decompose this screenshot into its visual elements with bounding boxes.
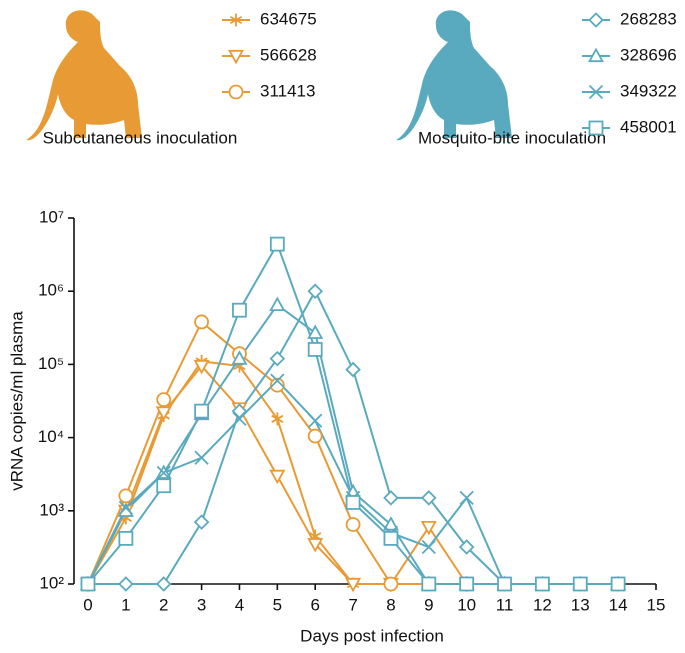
marker [345,517,361,532]
marker [80,576,96,592]
marker [194,403,210,419]
x-tick-label: 10 [457,595,476,614]
x-tick-label: 14 [609,595,628,614]
marker [269,377,285,393]
marker [345,495,361,510]
marker [156,478,172,494]
legend-label: 268283 [620,9,677,28]
monkey-icon-blue [396,10,512,141]
series-line [88,289,619,585]
marker [421,576,437,592]
x-tick-label: 8 [386,595,395,614]
x-tick-label: 12 [533,595,552,614]
x-axis-label: Days post infection [300,626,444,645]
marker [231,350,248,365]
y-axis-label: vRNA copies/ml plasma [7,311,26,491]
x-tick-label: 13 [571,595,590,614]
x-tick-label: 3 [197,595,206,614]
legend-label: 311413 [260,81,315,100]
marker [269,296,286,311]
marker [193,359,210,375]
marker [269,236,285,252]
legend-label: 458001 [620,117,677,136]
monkey-icon-orange [26,10,142,141]
marker [231,403,248,419]
x-tick-label: 11 [496,595,514,614]
marker [307,283,323,299]
marker [118,488,134,504]
marker [269,350,286,367]
marker [383,530,399,546]
x-tick-label: 2 [159,595,168,614]
marker [383,576,399,592]
y-tick-label: 10⁶ [38,281,64,300]
marker [420,520,437,536]
x-tick-label: 15 [647,595,666,614]
marker [459,576,475,592]
y-tick-label: 10⁴ [38,427,64,446]
marker [269,469,286,485]
x-tick-label: 7 [348,595,357,614]
marker [421,490,437,506]
marker [232,411,247,427]
y-tick-label: 10³ [39,500,64,519]
marker [270,373,285,388]
y-tick-label: 10⁵ [38,354,64,373]
marker [156,465,171,480]
marker [610,576,626,592]
group-title: Subcutaneous inoculation [43,128,238,147]
marker [497,576,512,592]
x-tick-label: 5 [273,595,282,614]
marker [232,302,247,318]
marker [458,539,475,555]
legend-marker [227,49,245,65]
legend-label: 566628 [260,45,317,64]
x-tick-label: 6 [310,595,319,614]
marker [118,500,134,515]
legend-label: 328696 [620,45,677,64]
marker [156,392,172,408]
marker [194,450,209,465]
x-tick-label: 0 [83,595,92,614]
legend-marker [588,84,604,100]
marker [307,324,324,339]
marker [155,406,172,421]
marker [194,314,210,330]
marker [307,428,323,444]
marker [118,576,134,592]
y-tick-label: 10² [39,573,64,592]
marker [383,490,399,506]
marker [193,514,210,530]
marker [118,530,134,546]
marker [421,539,436,555]
marker [459,490,474,506]
marker [307,342,323,357]
legend-marker [588,120,604,136]
marker [382,516,399,531]
marker [572,576,588,592]
legend-marker [228,84,244,100]
x-tick-label: 4 [235,595,244,614]
x-tick-label: 9 [424,595,433,614]
x-tick-label: 1 [121,595,130,614]
marker [155,576,172,592]
legend-label: 634675 [260,9,317,28]
marker [345,361,361,378]
marker [345,577,362,593]
legend-marker [587,47,605,63]
marker [271,412,284,426]
marker [307,538,324,553]
y-tick-label: 10⁷ [39,207,64,226]
marker [535,576,550,592]
legend-label: 349322 [620,81,677,100]
marker [308,413,323,428]
legend-marker [229,13,243,27]
group-title: Mosquito-bite inoculation [418,128,606,147]
legend-marker [588,12,604,28]
series-line [87,303,619,585]
